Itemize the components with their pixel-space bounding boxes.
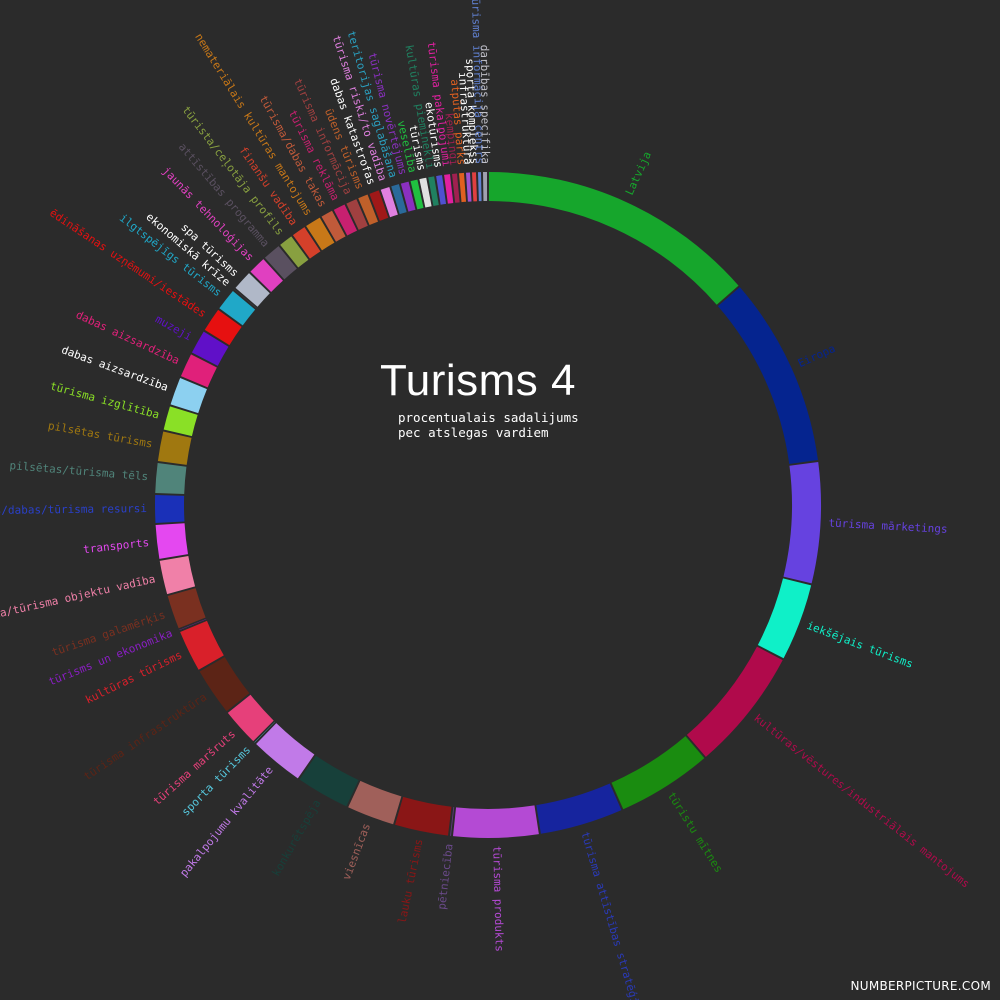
- donut-segment: [167, 588, 206, 629]
- donut-segment: [450, 807, 455, 836]
- donut-segment: [155, 463, 187, 495]
- donut-segment: [395, 796, 452, 836]
- donut-segment: [400, 181, 416, 212]
- segment-label: kultūras/vēstures/industriālais mantojum…: [751, 712, 972, 891]
- donut-segment: [250, 259, 283, 292]
- donut-segment: [157, 431, 192, 465]
- segment-label: sporta komplekss: [463, 58, 480, 164]
- donut-segment: [419, 177, 432, 208]
- chart-subtitle: procentualais sadalijums pec atslegas va…: [398, 410, 579, 440]
- segment-label: muzeji: [153, 313, 194, 344]
- donut-segment: [163, 406, 198, 437]
- donut-segment: [333, 204, 358, 236]
- segment-label: kempingi: [442, 112, 460, 166]
- donut-segment: [465, 172, 472, 202]
- donut-segment: [154, 494, 185, 524]
- donut-segment: [358, 194, 379, 226]
- donut-segment: [380, 186, 398, 218]
- donut-segment: [170, 378, 207, 414]
- segment-label: darbības specifika: [478, 45, 492, 164]
- subtitle-line-1: procentualais sadalijums: [398, 410, 579, 425]
- donut-segment: [219, 290, 256, 326]
- donut-segment: [536, 783, 622, 834]
- donut-segment: [199, 657, 250, 712]
- segment-label: konkurētspēja: [269, 797, 323, 878]
- donut-segment: [488, 172, 739, 305]
- segment-label: kultūras/dabas/tūrisma resursi: [0, 502, 147, 517]
- segment-label: pakalpojumu kvalitāte: [177, 764, 275, 880]
- donut-segment: [155, 523, 189, 559]
- donut-segment: [391, 184, 407, 215]
- donut-segment: [783, 462, 821, 584]
- segment-label: tūrisma attīstības stratēģija: [578, 830, 645, 1000]
- donut-segment: [471, 172, 478, 202]
- donut-segment: [444, 174, 454, 204]
- donut-segment: [410, 179, 424, 210]
- segment-label: lauku tūrisms: [396, 838, 426, 925]
- donut-segment: [717, 287, 818, 464]
- segment-label: transports: [83, 536, 150, 556]
- donut-segment: [159, 555, 196, 595]
- segment-label: Eiropa: [796, 342, 838, 370]
- donut-segment: [483, 172, 488, 202]
- donut-segment: [280, 236, 309, 268]
- segment-label: Latvija: [623, 150, 654, 198]
- donut-segment: [348, 780, 402, 825]
- segment-label: infrastruktūra: [456, 72, 475, 165]
- segment-label: pētniecība: [435, 843, 455, 910]
- donut-segment: [321, 210, 346, 242]
- donut-segment: [254, 721, 275, 743]
- donut-segment: [204, 309, 242, 346]
- donut-segment: [369, 190, 389, 221]
- donut-segment: [256, 723, 315, 779]
- segment-label: tūrisma informācija centrs: [469, 0, 486, 164]
- chart-title: Turisms 4: [380, 356, 576, 405]
- donut-segment: [458, 172, 467, 203]
- donut-segment: [264, 246, 297, 280]
- donut-segment: [292, 227, 321, 259]
- donut-segment: [234, 289, 257, 309]
- donut-segment: [436, 175, 447, 205]
- donut-segment: [179, 618, 207, 631]
- segment-label: iekšējais tūrisms: [805, 619, 915, 671]
- donut-segment: [180, 620, 224, 670]
- subtitle-line-2: pec atslegas vardiem: [398, 425, 549, 440]
- donut-segment: [452, 173, 460, 203]
- watermark: NUMBERPICTURE.COM: [850, 979, 991, 993]
- segment-label: viesnīcas: [340, 822, 373, 882]
- donut-segment: [299, 755, 359, 807]
- donut-segment: [235, 273, 270, 307]
- donut-segment: [453, 805, 539, 839]
- segment-label: tūrisma produkts: [490, 846, 506, 952]
- donut-segment: [757, 578, 812, 659]
- segment-label: tūristu mītnes: [665, 790, 725, 875]
- donut-segment: [227, 694, 274, 742]
- donut-segment: [611, 736, 705, 810]
- donut-segment: [346, 199, 368, 230]
- donut-segment: [428, 176, 439, 206]
- segment-label: pilsētas/tūrisma tēls: [9, 459, 149, 483]
- segment-label: tūrisma mārketings: [828, 516, 948, 535]
- donut-segment: [306, 217, 335, 251]
- donut-segment: [180, 354, 217, 388]
- segment-label: pilsētas tūrisms: [47, 419, 154, 451]
- donut-segment: [191, 331, 229, 366]
- donut-segment: [477, 172, 482, 202]
- donut-segment: [686, 646, 783, 757]
